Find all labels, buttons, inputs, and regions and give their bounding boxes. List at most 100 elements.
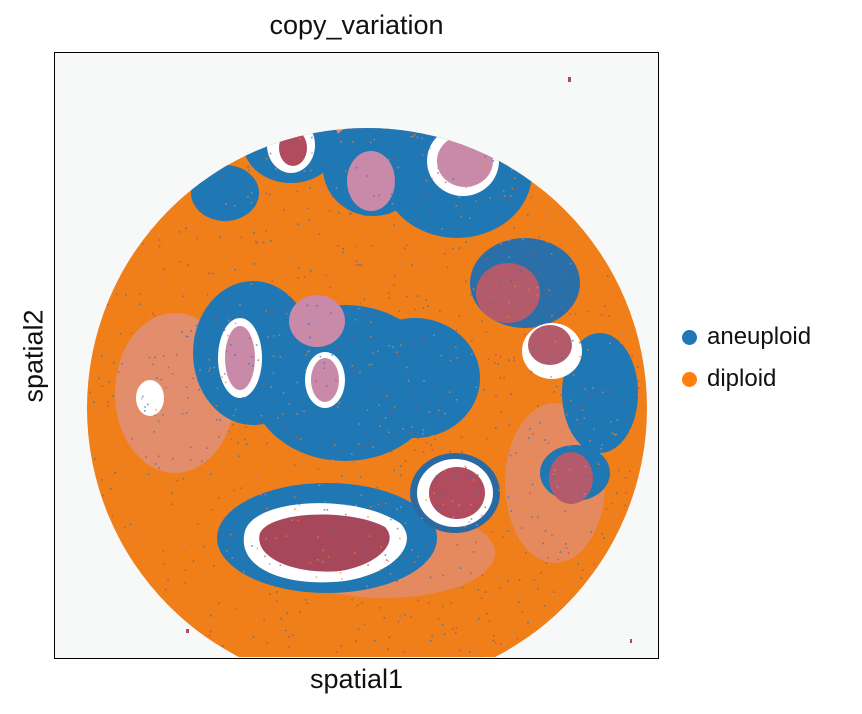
cell-point [425,441,428,444]
cell-point [154,414,156,417]
cell-point [337,593,339,595]
cell-point [510,280,512,282]
cell-point [131,444,133,446]
cell-point [318,301,320,303]
cell-point [520,363,522,366]
cell-point [260,402,262,405]
cell-point [323,362,326,364]
cell-point [233,489,236,492]
cell-point [218,497,220,499]
cell-point [437,167,439,169]
cell-point [260,414,263,417]
cell-point [306,333,309,336]
cell-point [366,175,369,177]
cell-point [473,643,475,646]
cell-point [363,312,365,315]
cell-point [471,163,473,165]
cell-point [117,284,119,287]
cell-point [430,211,432,213]
cell-point [112,395,114,397]
cell-point [305,634,307,637]
cell-point [321,628,324,631]
cell-point [381,645,384,648]
cell-point [507,530,509,532]
cell-point [544,530,547,532]
cell-point [486,437,488,440]
cell-point [444,469,446,472]
cell-point [290,141,293,144]
cell-point [268,193,271,196]
cell-point [253,263,256,265]
cell-point [325,274,328,277]
cell-point [284,629,287,632]
cell-point [316,235,319,238]
cell-point [158,239,160,241]
cell-point [451,247,454,250]
cell-point [160,337,162,339]
cell-point [514,324,516,327]
cell-point [400,506,402,509]
cell-point [369,505,372,508]
cell-point [535,385,537,388]
cell-point [472,477,474,480]
cell-point [403,163,405,166]
cell-point [547,442,550,444]
cell-point [350,627,352,629]
cell-point [202,545,205,548]
cell-point [274,378,277,381]
cell-point [468,599,470,602]
cell-point [178,261,181,263]
cell-point [358,443,360,446]
cell-point [573,374,575,376]
cell-point [504,543,507,546]
cell-point [296,413,298,415]
cell-point [309,232,312,234]
cell-point [454,346,457,349]
cell-point [479,656,482,657]
cell-point [500,602,502,604]
cell-point [509,195,512,197]
cell-point [335,482,338,485]
cell-point [610,502,613,505]
cell-point [287,432,289,434]
cell-point [255,618,258,620]
cell-point [530,558,533,561]
cell-point [185,335,188,338]
cell-point [164,312,166,315]
cell-point [255,344,258,346]
cell-point [547,290,549,293]
cell-point [427,305,429,307]
cell-point [354,318,357,321]
cell-point [287,294,290,296]
cell-point [536,294,538,297]
cell-point [371,305,374,308]
cell-point [216,387,219,389]
cell-point [605,508,608,511]
cell-point [391,202,394,205]
cell-point [376,176,379,179]
cell-point [270,212,273,215]
cell-point [341,578,343,580]
cell-point [639,371,642,374]
cell-point [600,313,603,316]
cell-point [332,437,334,440]
cell-point [234,269,236,271]
cell-point [567,552,570,554]
cell-point [561,357,563,359]
cell-point [213,402,216,405]
cell-point [270,386,272,388]
cell-point [364,309,367,311]
cell-point [396,527,399,530]
cell-point [260,231,262,234]
cell-point [619,445,622,447]
cell-point [354,620,356,622]
cell-point [507,496,510,499]
cell-point [309,186,311,189]
cell-point [231,557,234,559]
cell-point [411,264,413,266]
cell-point [450,617,453,619]
cell-point [310,169,312,172]
cell-point [480,642,483,645]
cell-point [164,588,167,591]
cell-point [266,442,269,445]
